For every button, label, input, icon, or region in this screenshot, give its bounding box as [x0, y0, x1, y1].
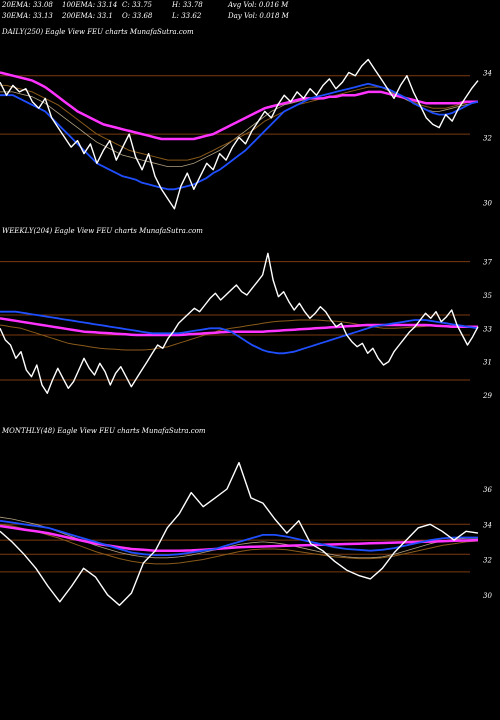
stat-20ema: 20EMA: 33.08 [2, 1, 53, 9]
y-tick-label: 31 [483, 359, 492, 367]
ema-orange-line [0, 319, 478, 351]
ema-magenta-line [0, 524, 479, 552]
price-line [0, 58, 479, 210]
stat-high: H: 33.78 [172, 1, 203, 9]
chart-panel-1: 37 35 33 31 29 [0, 252, 492, 400]
monthly-chart-title: MONTHLY(48) Eagle View FEU charts Munafa… [2, 427, 206, 435]
y-tick-label: 30 [483, 199, 492, 207]
stat-avg-vol: Avg Vol: 0.016 M [228, 1, 289, 9]
daily-chart-title: DAILY(250) Eagle View FEU charts MunafaS… [2, 28, 194, 36]
stat-30ema: 30EMA: 33.13 [2, 12, 53, 20]
y-tick-label: 34 [483, 521, 492, 529]
stat-200ema: 200EMA: 33.1 [62, 12, 113, 20]
y-tick-label: 30 [483, 592, 492, 600]
price-line [0, 252, 479, 394]
y-tick-label: 36 [483, 486, 492, 494]
y-tick-label: 35 [483, 292, 492, 300]
ema-blue-line [0, 519, 478, 556]
ema-orange-line [0, 84, 479, 161]
ema-magenta-line [0, 71, 478, 141]
y-tick-label: 32 [483, 134, 492, 142]
stat-low: L: 33.62 [172, 12, 202, 20]
y-tick-label: 37 [483, 259, 492, 267]
y-tick-label: 32 [483, 557, 492, 565]
stat-close: C: 33.75 [122, 1, 152, 9]
chart-panel-0: 34 32 30 [0, 58, 492, 210]
weekly-chart-title: WEEKLY(204) Eagle View FEU charts Munafa… [2, 227, 203, 235]
price-line [0, 461, 479, 606]
stat-open: O: 33.68 [122, 12, 153, 20]
ema-orange-line [0, 523, 479, 565]
y-tick-label: 33 [483, 325, 492, 333]
ema-magenta-line [0, 317, 478, 337]
ema-blue-line [0, 310, 479, 355]
chart-panel-2: 36 34 32 30 [0, 461, 492, 606]
stat-100ema: 100EMA: 33.14 [62, 1, 118, 9]
stat-day-vol: Day Vol: 0.018 M [228, 12, 289, 20]
y-tick-label: 29 [482, 392, 492, 400]
y-tick-label: 34 [483, 69, 492, 77]
